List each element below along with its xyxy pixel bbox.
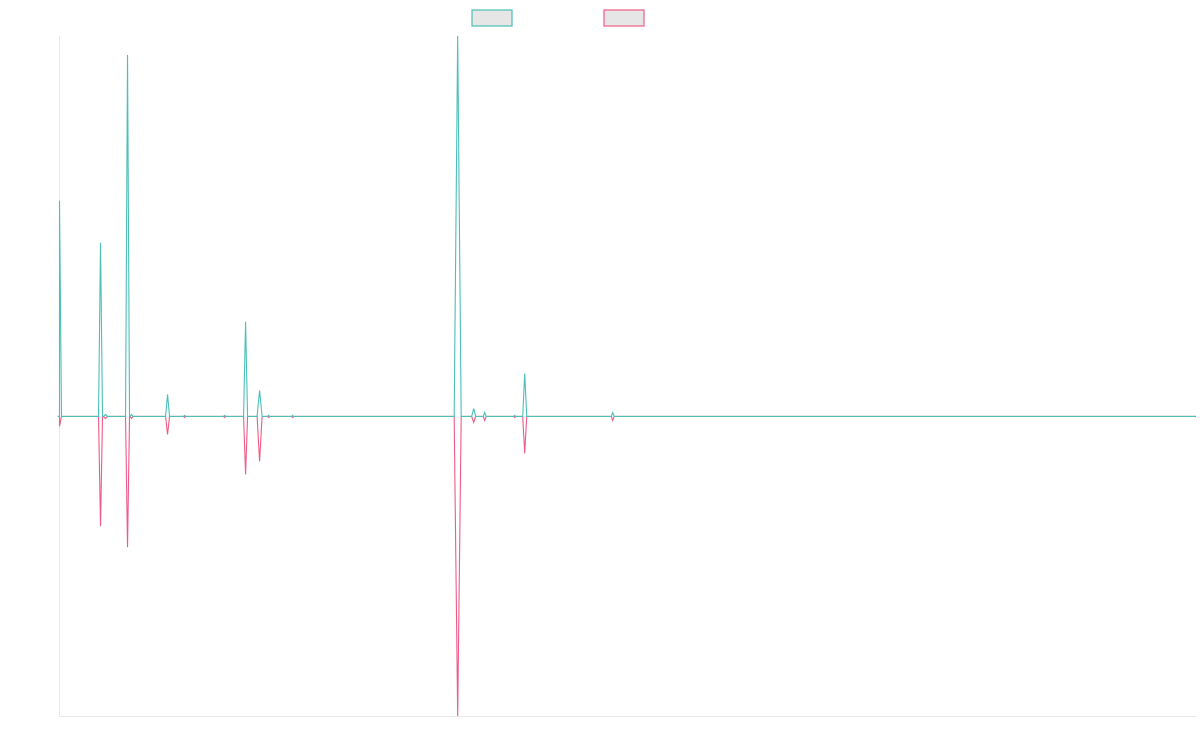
legend-swatch-series-1[interactable] — [471, 9, 513, 27]
axes — [59, 36, 1196, 717]
legend-swatch-series-2[interactable] — [603, 9, 645, 27]
legend — [471, 9, 645, 27]
series-line-2[interactable] — [57, 415, 1197, 717]
series-line-1[interactable] — [57, 35, 1197, 417]
series-layer — [57, 35, 1197, 717]
